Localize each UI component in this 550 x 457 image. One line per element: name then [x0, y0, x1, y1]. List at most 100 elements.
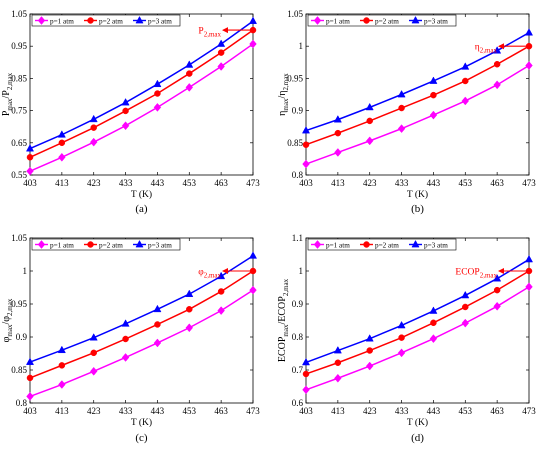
- data-point: [122, 335, 129, 343]
- data-point: [58, 152, 66, 162]
- plot-frame: [29, 13, 254, 176]
- data-point: [217, 288, 225, 295]
- data-point: [462, 77, 469, 85]
- data-point: [461, 62, 470, 70]
- data-point: [301, 126, 311, 134]
- y-tick-label: 0.7: [292, 365, 304, 375]
- x-tick-label: 403: [299, 178, 313, 188]
- annotation-subscript: 2,max: [480, 47, 498, 55]
- x-tick-label: 463: [214, 178, 228, 188]
- legend-swatch-marker: [135, 15, 144, 24]
- data-point: [493, 80, 501, 90]
- data-point: [153, 102, 162, 112]
- y-axis-label: ηmax/η2,max: [277, 73, 290, 116]
- y-tick-label: 0.8: [292, 332, 304, 342]
- series-line: [305, 64, 530, 165]
- x-axis-label: T (K): [131, 189, 152, 200]
- data-point: [302, 385, 310, 395]
- data-point: [430, 91, 437, 99]
- data-point: [430, 319, 437, 327]
- data-point: [302, 141, 310, 148]
- legend-label: p=3 atm: [148, 17, 172, 25]
- data-point: [249, 26, 257, 34]
- annotation: φ2,max: [198, 268, 250, 280]
- data-point: [57, 130, 66, 138]
- data-point: [461, 96, 470, 106]
- annotation-subscript: 2,max: [480, 272, 498, 280]
- data-point: [58, 380, 66, 389]
- data-point: [185, 83, 194, 92]
- legend-swatch-marker: [313, 16, 322, 25]
- data-point: [185, 289, 194, 297]
- chart-panel: 403 413 423 433 443 453 463 473 0.6 0.7 0.8 0.9 1 1.1…: [277, 233, 536, 444]
- data-point: [248, 251, 258, 259]
- legend-swatch-marker: [87, 17, 94, 24]
- legend-box: [307, 14, 457, 27]
- legend-box: [31, 238, 181, 251]
- data-point: [333, 115, 342, 123]
- data-point: [334, 373, 342, 383]
- data-point: [154, 321, 161, 328]
- legend-swatch-marker: [411, 15, 420, 24]
- data-point: [26, 392, 34, 401]
- panel-label: (b): [411, 203, 424, 215]
- y-tick-label: 0.95: [11, 41, 27, 51]
- x-tick-label: 403: [299, 406, 313, 416]
- series-line: [29, 43, 254, 172]
- x-tick-label: 423: [87, 406, 101, 416]
- annotation-label: P2,max: [198, 27, 221, 39]
- series-line: [29, 20, 254, 150]
- chart-panel: 403 413 423 433 443 453 463 473 0.8 0.85 0.9 0.95 1 1…: [1, 233, 260, 444]
- legend-label: p=2 atm: [375, 17, 399, 25]
- legend-label: p=3 atm: [424, 17, 448, 25]
- data-point: [89, 137, 98, 147]
- data-point: [397, 348, 406, 358]
- x-tick-label: 413: [55, 178, 69, 188]
- data-point: [121, 98, 130, 106]
- x-tick-label: 453: [183, 178, 197, 188]
- y-axis-label-part: η: [277, 111, 288, 116]
- legend-label: p=1 atm: [326, 17, 350, 25]
- plot-frame: [305, 13, 530, 176]
- y-axis-label-subscript: 2,max: [282, 278, 290, 296]
- y-tick-label: 0.55: [11, 170, 27, 180]
- data-point: [525, 282, 533, 292]
- y-tick-label: 1.05: [287, 9, 303, 19]
- data-point: [185, 323, 194, 333]
- panel-label: (a): [135, 203, 148, 215]
- x-tick-label: 443: [427, 178, 441, 188]
- x-tick-label: 453: [459, 406, 473, 416]
- data-point: [58, 139, 66, 147]
- y-tick-label: 1.05: [11, 233, 27, 243]
- annotation-subscript: 2,max: [204, 272, 222, 280]
- legend-swatch-marker: [37, 16, 46, 25]
- legend-swatch-marker: [313, 240, 322, 249]
- data-point: [154, 90, 161, 97]
- legend-label: p=2 atm: [99, 17, 123, 25]
- annotation-main: ECOP: [455, 268, 479, 278]
- data-point: [524, 28, 534, 36]
- x-tick-label: 443: [427, 406, 441, 416]
- data-point: [334, 129, 342, 137]
- series-line: [305, 270, 530, 375]
- data-point: [397, 124, 406, 134]
- annotation: P2,max: [198, 27, 250, 39]
- data-point: [365, 102, 374, 111]
- x-tick-label: 473: [522, 178, 536, 188]
- x-tick-label: 473: [246, 178, 260, 188]
- x-tick-label: 403: [23, 178, 37, 188]
- y-tick-label: 1.1: [292, 233, 303, 243]
- y-tick-label: 0.9: [16, 332, 28, 342]
- y-axis-label-subscript: max: [282, 98, 290, 111]
- data-point: [398, 334, 405, 341]
- data-point: [121, 319, 130, 327]
- annotation-main: η: [475, 43, 480, 53]
- legend-swatch-marker: [87, 241, 94, 248]
- annotation: η2,max: [475, 43, 526, 55]
- legend-label: p=3 atm: [148, 241, 172, 249]
- data-point: [524, 254, 534, 263]
- data-point: [185, 60, 194, 68]
- annotation: ECOP2,max: [455, 268, 526, 280]
- data-point: [217, 49, 225, 56]
